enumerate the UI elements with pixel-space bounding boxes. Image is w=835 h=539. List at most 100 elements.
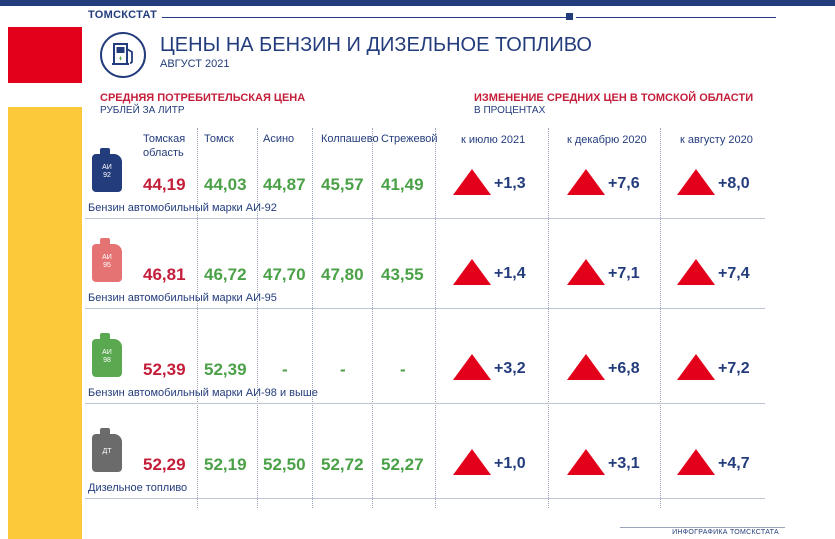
row-divider (85, 498, 765, 499)
city-price: 52,27 (381, 455, 424, 474)
fuel-can-icon: АИ 98 (92, 333, 122, 377)
right-section-unit: В ПРОЦЕНТАХ (474, 105, 546, 116)
city-price: 44,03 (204, 175, 247, 194)
yellow-decor-block (8, 107, 82, 539)
fuel-can-label: АИ (102, 349, 112, 356)
increase-triangle-icon (676, 353, 716, 381)
column-header: Асино (263, 132, 294, 146)
column-header-line: Стрежевой (381, 133, 438, 145)
fuel-can-icon: АИ 95 (92, 238, 122, 282)
city-price: - (400, 360, 406, 379)
page-title: ЦЕНЫ НА БЕНЗИН И ДИЗЕЛЬНОЕ ТОПЛИВО (160, 34, 592, 56)
city-price: 52,50 (263, 455, 306, 474)
column-divider (548, 128, 549, 508)
fuel-name: Бензин автомобильный марки АИ-92 (88, 202, 277, 214)
city-price: 46,72 (204, 265, 247, 284)
increase-triangle-icon (566, 448, 606, 476)
column-header-line: Томская (143, 133, 186, 145)
change-column-header: к декабрю 2020 (567, 134, 647, 146)
left-section-title: СРЕДНЯЯ ПОТРЕБИТЕЛЬСКАЯ ЦЕНА (100, 92, 306, 104)
column-header-line: Асино (263, 133, 295, 145)
price-change-value: +7,4 (718, 265, 750, 282)
header-square (566, 13, 573, 20)
city-price: 43,55 (381, 265, 424, 284)
increase-triangle-icon (566, 168, 606, 196)
column-header: Колпашево (321, 132, 379, 146)
price-change-value: +1,0 (494, 455, 526, 472)
city-price: 45,57 (321, 175, 364, 194)
fuel-name: Дизельное топливо (88, 482, 188, 494)
city-price: 52,19 (204, 455, 247, 474)
column-header-line: область (143, 147, 184, 159)
region-price: 44,19 (143, 175, 186, 194)
change-column-header: к июлю 2021 (461, 134, 526, 146)
column-divider (372, 128, 373, 508)
right-section-title: ИЗМЕНЕНИЕ СРЕДНИХ ЦЕН В ТОМСКОЙ ОБЛАСТИ (474, 92, 754, 104)
increase-triangle-icon (452, 258, 492, 286)
column-divider (257, 128, 258, 508)
region-price: 52,39 (143, 360, 186, 379)
region-price: 46,81 (143, 265, 186, 284)
price-change-value: +7,2 (718, 360, 750, 377)
city-price: 52,72 (321, 455, 364, 474)
city-price: 47,80 (321, 265, 364, 284)
column-header: Томская область (143, 132, 185, 160)
increase-triangle-icon (566, 258, 606, 286)
column-header: Стрежевой (381, 132, 438, 146)
increase-triangle-icon (452, 448, 492, 476)
price-change-value: +3,1 (608, 455, 640, 472)
increase-triangle-icon (566, 353, 606, 381)
fuel-can-label: АИ (102, 254, 112, 261)
header-rule (162, 17, 568, 18)
city-price: 47,70 (263, 265, 306, 284)
org-name: ТОМСКСТАТ (88, 9, 158, 21)
region-price: 52,29 (143, 455, 186, 474)
price-change-value: +3,2 (494, 360, 526, 377)
fuel-can-label: ДТ (102, 448, 112, 455)
price-change-value: +7,6 (608, 175, 640, 192)
price-change-value: +7,1 (608, 265, 640, 282)
left-section-unit: РУБЛЕЙ ЗА ЛИТР (100, 105, 185, 116)
city-price: 52,39 (204, 360, 247, 379)
column-header-line: Колпашево (321, 133, 379, 145)
fuel-name: Бензин автомобильный марки АИ-95 (88, 292, 277, 304)
header-rule-right (576, 17, 776, 18)
increase-triangle-icon (676, 448, 716, 476)
city-price: - (282, 360, 288, 379)
page-subtitle: АВГУСТ 2021 (160, 58, 230, 70)
increase-triangle-icon (452, 353, 492, 381)
column-header-line: Томск (204, 133, 234, 145)
column-divider (435, 128, 436, 508)
price-change-value: +1,4 (494, 265, 526, 282)
row-divider (85, 403, 765, 404)
price-change-value: +6,8 (608, 360, 640, 377)
row-divider (85, 218, 765, 219)
price-change-value: +8,0 (718, 175, 750, 192)
increase-triangle-icon (452, 168, 492, 196)
fuel-can-label: 95 (103, 262, 111, 269)
column-divider (660, 128, 661, 508)
price-change-value: +1,3 (494, 175, 526, 192)
fuel-can-label: АИ (102, 164, 112, 171)
fuel-name: Бензин автомобильный марки АИ-98 и выше (88, 387, 318, 399)
column-divider (197, 128, 198, 508)
footer-credit: ИНФОГРАФИКА ТОМСКСТАТА (672, 529, 779, 536)
column-divider (312, 128, 313, 508)
fuel-pump-icon (100, 32, 146, 78)
increase-triangle-icon (676, 258, 716, 286)
red-decor-block (8, 27, 82, 83)
row-divider (85, 308, 765, 309)
increase-triangle-icon (676, 168, 716, 196)
fuel-can-icon: ДТ (92, 428, 122, 472)
footer-rule (620, 527, 785, 528)
city-price: 44,87 (263, 175, 306, 194)
city-price: - (340, 360, 346, 379)
column-header: Томск (204, 132, 234, 146)
fuel-can-label: 92 (103, 172, 111, 179)
price-change-value: +4,7 (718, 455, 750, 472)
city-price: 41,49 (381, 175, 424, 194)
top-bar (0, 0, 835, 6)
change-column-header: к августу 2020 (680, 134, 753, 146)
fuel-can-label: 98 (103, 357, 111, 364)
fuel-can-icon: АИ 92 (92, 148, 122, 192)
